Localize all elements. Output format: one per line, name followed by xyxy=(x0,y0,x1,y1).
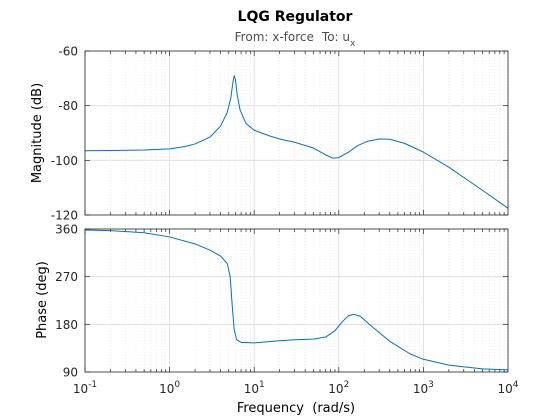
x-tick-label-exponent: 2 xyxy=(344,380,350,390)
x-tick-label-exponent: 3 xyxy=(428,380,434,390)
magnitude-panel: -120 -100 -80 -60 Magnitude (dB) xyxy=(30,45,509,223)
x-tick-label-base: 10 xyxy=(73,382,88,396)
phase-ytick-label: 270 xyxy=(55,270,78,284)
x-tick-label: 103 xyxy=(413,380,434,396)
magnitude-plot-area xyxy=(85,51,508,215)
magnitude-ytick-label: -80 xyxy=(58,99,78,113)
magnitude-ytick-label: -120 xyxy=(51,209,78,223)
x-tick-label-base: 10 xyxy=(159,382,174,396)
x-tick-label: 101 xyxy=(244,380,265,396)
x-tick-label-base: 10 xyxy=(244,382,259,396)
phase-panel: 90 180 270 360 Phase (deg) xyxy=(35,223,509,380)
magnitude-axes-box xyxy=(84,50,509,216)
x-tick-label: 10-1 xyxy=(73,380,97,396)
magnitude-ytick-labels: -120 -100 -80 -60 xyxy=(51,45,78,223)
subtitle-from: From: x-force xyxy=(235,30,314,44)
subtitle-to-subscript: x xyxy=(350,39,356,49)
subtitle-to: To: u xyxy=(321,30,350,44)
phase-axes-box xyxy=(84,228,509,373)
x-tick-label-base: 10 xyxy=(328,382,343,396)
chart-title: LQG Regulator xyxy=(238,9,353,25)
magnitude-series-line xyxy=(84,75,509,209)
x-tick-label: 104 xyxy=(497,380,518,396)
magnitude-ytick-label: -100 xyxy=(51,154,78,168)
magnitude-ytick-label: -60 xyxy=(58,45,78,59)
x-tick-label-exponent: 1 xyxy=(259,380,265,390)
x-tick-label-base: 10 xyxy=(497,382,512,396)
x-tick-label: 102 xyxy=(328,380,349,396)
phase-ytick-labels: 90 180 270 360 xyxy=(55,223,78,380)
x-tick-label: 100 xyxy=(159,380,180,396)
x-tick-labels: 10-1 100 101 102 103 104 xyxy=(73,380,519,396)
phase-ylabel: Phase (deg) xyxy=(35,261,50,339)
x-tick-label-base: 10 xyxy=(413,382,428,396)
phase-plot-area xyxy=(85,229,508,372)
x-tick-label-exponent: 4 xyxy=(513,380,519,390)
phase-ytick-label: 360 xyxy=(55,223,78,237)
magnitude-ylabel: Magnitude (dB) xyxy=(30,83,45,183)
phase-ytick-label: 180 xyxy=(55,318,78,332)
chart-subtitle: From: x-force To: ux xyxy=(235,30,356,49)
x-tick-label-exponent: 0 xyxy=(174,380,180,390)
x-tick-label-exponent: -1 xyxy=(88,380,97,390)
phase-ytick-label: 90 xyxy=(63,366,78,380)
phase-series-line xyxy=(84,229,509,371)
x-axis-label: Frequency (rad/s) xyxy=(237,401,355,416)
